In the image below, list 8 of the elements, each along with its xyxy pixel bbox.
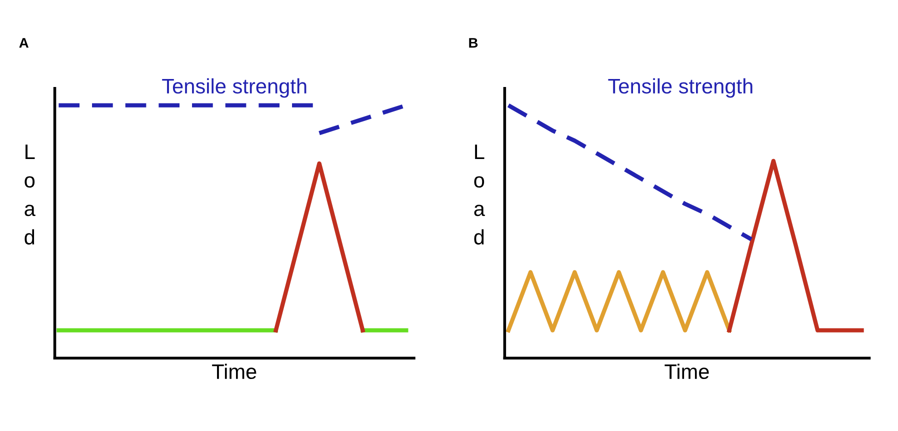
y-axis-title: Load — [24, 144, 36, 245]
x-axis-title: Time — [664, 364, 709, 380]
text: Tensile strength — [608, 78, 752, 98]
chart-title: B — [469, 38, 478, 48]
x-axis-title: Time — [212, 364, 256, 380]
y-axis-title: Load — [474, 144, 485, 245]
series-label: Tensile strength — [162, 78, 306, 98]
chart-title: A — [19, 38, 29, 48]
